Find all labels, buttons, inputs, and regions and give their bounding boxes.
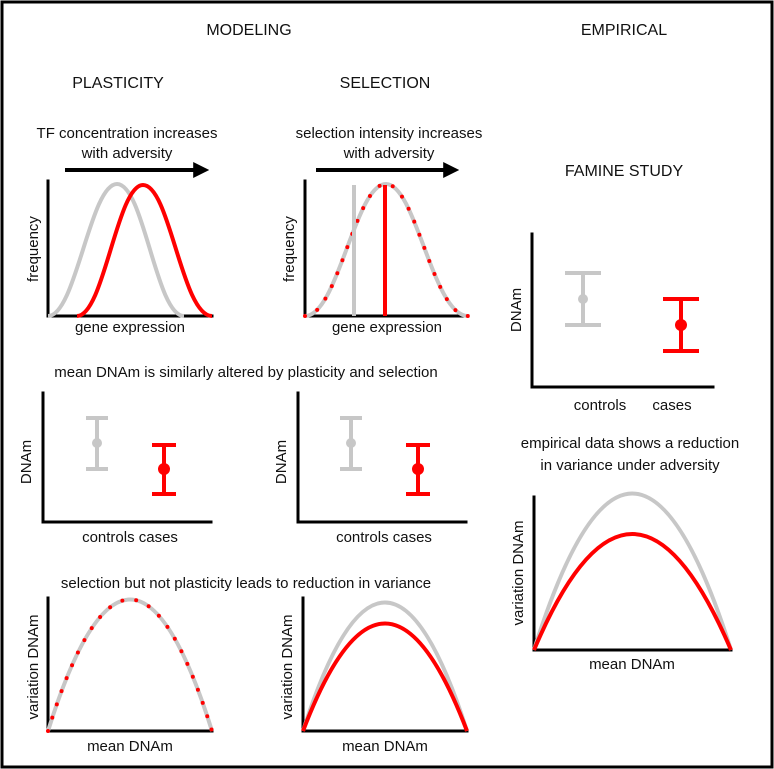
selection-caption-line-1: selection intensity increases xyxy=(296,125,483,142)
plasticity-case-mean-marker xyxy=(158,463,170,475)
empirical-caption-line-2: in variance under adversity xyxy=(540,457,720,474)
selection-control-mean-marker xyxy=(346,438,356,448)
empirical-control-variance-curve xyxy=(532,491,733,651)
plasticity-control-mean-marker xyxy=(92,438,102,448)
plasticity-control-distribution xyxy=(47,181,185,318)
plasticity-case-variance-curve xyxy=(301,621,469,732)
selection-frequency-label: frequency xyxy=(281,216,298,282)
famine-control-mean-marker xyxy=(578,294,588,304)
empirical-variance-panel: variation DNAm mean DNAm xyxy=(510,491,733,673)
selection-caption-line-2: with adversity xyxy=(343,145,435,162)
plasticity-controls-cases-label: controls cases xyxy=(82,529,178,546)
selection-mean-panel: DNAm controls cases xyxy=(273,391,468,546)
plasticity-dnam-label: DNAm xyxy=(18,440,35,484)
famine-cases-label: cases xyxy=(652,397,691,414)
empirical-mean-dnam-label: mean DNAm xyxy=(589,656,675,673)
empirical-heading: EMPIRICAL xyxy=(581,22,667,39)
plasticity-heading: PLASTICITY xyxy=(72,75,164,92)
mean-comparison-caption: mean DNAm is similarly altered by plasti… xyxy=(54,364,437,381)
selection-case-distribution xyxy=(303,181,470,318)
selection-heading: SELECTION xyxy=(340,75,431,92)
plasticity-distribution-panel: frequency gene expression xyxy=(25,179,214,336)
variance-comparison-caption: selection but not plasticity leads to re… xyxy=(61,575,431,592)
plasticity-mean-panel: DNAm controls cases xyxy=(18,391,213,546)
famine-study-heading: FAMINE STUDY xyxy=(565,163,684,180)
selection-dnam-label: DNAm xyxy=(273,440,290,484)
empirical-case-variance-curve xyxy=(532,532,733,651)
famine-dnam-label: DNAm xyxy=(508,288,525,332)
selection-gene-expression-label: gene expression xyxy=(332,319,442,336)
plasticity-frequency-label: frequency xyxy=(25,216,42,282)
plasticity-caption-line-1: TF concentration increases xyxy=(37,125,218,142)
selection-mean-dnam-label: mean DNAm xyxy=(87,738,173,755)
selection-variance-panel: variation DNAm mean DNAm xyxy=(25,596,214,755)
plasticity-case-distribution xyxy=(76,182,213,318)
famine-controls-label: controls xyxy=(574,397,627,414)
famine-mean-panel: DNAm controls cases xyxy=(508,232,715,414)
selection-controls-cases-label: controls cases xyxy=(336,529,432,546)
famine-case-mean-marker xyxy=(675,319,687,331)
plasticity-control-variance-curve xyxy=(301,600,469,732)
plasticity-variance-panel: variation DNAm mean DNAm xyxy=(279,596,469,755)
plasticity-caption-line-2: with adversity xyxy=(81,145,173,162)
plasticity-mean-dnam-label: mean DNAm xyxy=(342,738,428,755)
selection-distribution-panel: frequency gene expression xyxy=(281,179,470,336)
modeling-heading: MODELING xyxy=(206,22,291,39)
selection-case-mean-marker xyxy=(412,463,424,475)
plasticity-gene-expression-label: gene expression xyxy=(75,319,185,336)
selection-variation-dnam-label: variation DNAm xyxy=(25,614,42,719)
selection-control-variance-curve xyxy=(46,597,214,732)
empirical-caption-line-1: empirical data shows a reduction xyxy=(521,435,739,452)
empirical-variation-dnam-label: variation DNAm xyxy=(510,520,527,625)
plasticity-variation-dnam-label: variation DNAm xyxy=(279,614,296,719)
